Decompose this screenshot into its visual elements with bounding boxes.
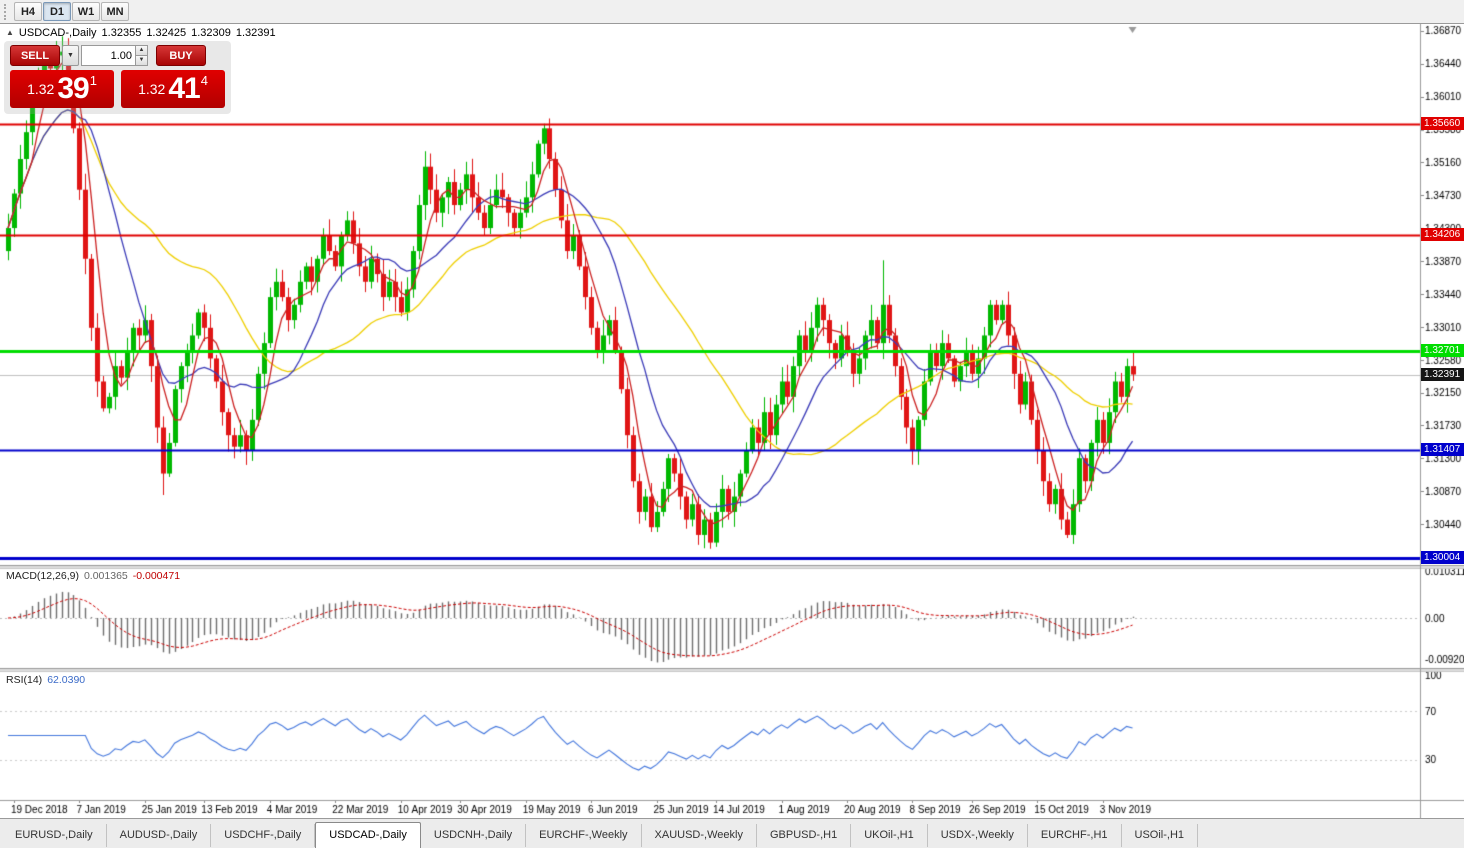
chevron-down-icon: ▼ [67,52,74,59]
chart-tab-audusd-daily[interactable]: AUDUSD-,Daily [107,824,212,847]
ohlc-low: 1.32309 [191,27,231,39]
chart-tab-usoil-h1[interactable]: USOil-,H1 [1122,824,1199,847]
chart-tab-usdx-weekly[interactable]: USDX-,Weekly [928,824,1028,847]
volume-decrement-button[interactable]: ▼ [135,55,148,66]
chart-tabs-bar: EURUSD-,Daily AUDUSD-,Daily USDCHF-,Daily U… [0,818,1464,848]
rsi-value: 62.0390 [47,674,86,686]
chart-tab-usdcad-daily[interactable]: USDCAD-,Daily [315,822,421,848]
bid-price-prefix: 1.32 [27,81,55,97]
chart-tab-eurchf-weekly[interactable]: EURCHF-,Weekly [526,824,642,847]
ohlc-high: 1.32425 [146,27,187,39]
quote-row: 1.32 39 1 1.32 41 4 [10,70,225,108]
ohlc-close: 1.32391 [235,27,276,39]
timeframe-toolbar: H4 D1 W1 MN [0,0,1464,24]
chart-tab-eurusd-daily[interactable]: EURUSD-,Daily [2,824,107,847]
ask-price-display[interactable]: 1.32 41 4 [121,70,225,108]
macd-main-value: 0.001365 [83,570,128,582]
hline-price-tag-resistance-1: 1.35660 [1421,117,1464,130]
ask-price-pip: 4 [200,72,208,88]
macd-title: MACD(12,26,9) [6,570,79,582]
macd-signal-value: -0.000471 [132,570,181,582]
ask-price-main: 41 [168,72,200,105]
rsi-indicator-label: RSI(14) 62.0390 [6,674,85,686]
bid-price-main: 39 [57,72,89,105]
chart-tab-ukoil-h1[interactable]: UKOil-,H1 [851,824,928,847]
timeframe-button-w1[interactable]: W1 [72,2,100,22]
chart-tab-usdcnh-daily[interactable]: USDCNH-,Daily [421,824,527,847]
chart-window-icon: ▲ [6,28,14,37]
bid-price-pip: 1 [89,72,97,88]
price-chart-canvas[interactable] [0,24,1464,818]
chart-tab-xauusd-weekly[interactable]: XAUUSD-,Weekly [642,824,757,847]
hline-price-tag-resistance-2: 1.34206 [1421,228,1464,241]
timeframe-button-h4[interactable]: H4 [14,2,42,22]
macd-indicator-label: MACD(12,26,9) 0.001365 -0.000471 [6,570,180,582]
chart-tab-eurchf-h1[interactable]: EURCHF-,H1 [1028,824,1122,847]
chart-symbol-label: USDCAD-,Daily [18,27,97,39]
chart-window: ▲ USDCAD-,Daily 1.32355 1.32425 1.32309 … [0,24,1464,818]
volume-dropdown[interactable]: ▼ [62,45,79,66]
sell-button[interactable]: SELL [10,45,60,66]
volume-spinner: ▲ ▼ [135,45,148,66]
trade-controls-row: SELL ▼ ▲ ▼ BUY [10,45,225,66]
hline-price-tag-support-1: 1.31407 [1421,443,1464,456]
volume-stepper: ▲ ▼ [81,45,148,66]
current-bid-price-tag: 1.32391 [1421,368,1464,381]
chart-title: ▲ USDCAD-,Daily 1.32355 1.32425 1.32309 … [6,27,276,39]
ask-price-prefix: 1.32 [138,81,166,97]
hline-price-tag-pivot: 1.32701 [1421,344,1464,357]
volume-increment-button[interactable]: ▲ [135,45,148,55]
timeframe-button-d1[interactable]: D1 [43,2,71,22]
buy-button[interactable]: BUY [156,45,206,66]
hline-price-tag-support-2: 1.30004 [1421,551,1464,564]
toolbar-grip[interactable] [4,3,8,20]
volume-input[interactable] [81,45,135,66]
chart-tab-gbpusd-h1[interactable]: GBPUSD-,H1 [757,824,852,847]
bid-price-display[interactable]: 1.32 39 1 [10,70,114,108]
rsi-title: RSI(14) [6,674,43,686]
chart-tab-usdchf-daily[interactable]: USDCHF-,Daily [211,824,316,847]
ohlc-open: 1.32355 [101,27,142,39]
timeframe-button-mn[interactable]: MN [101,2,129,22]
timeframe-buttons: H4 D1 W1 MN [14,2,130,22]
